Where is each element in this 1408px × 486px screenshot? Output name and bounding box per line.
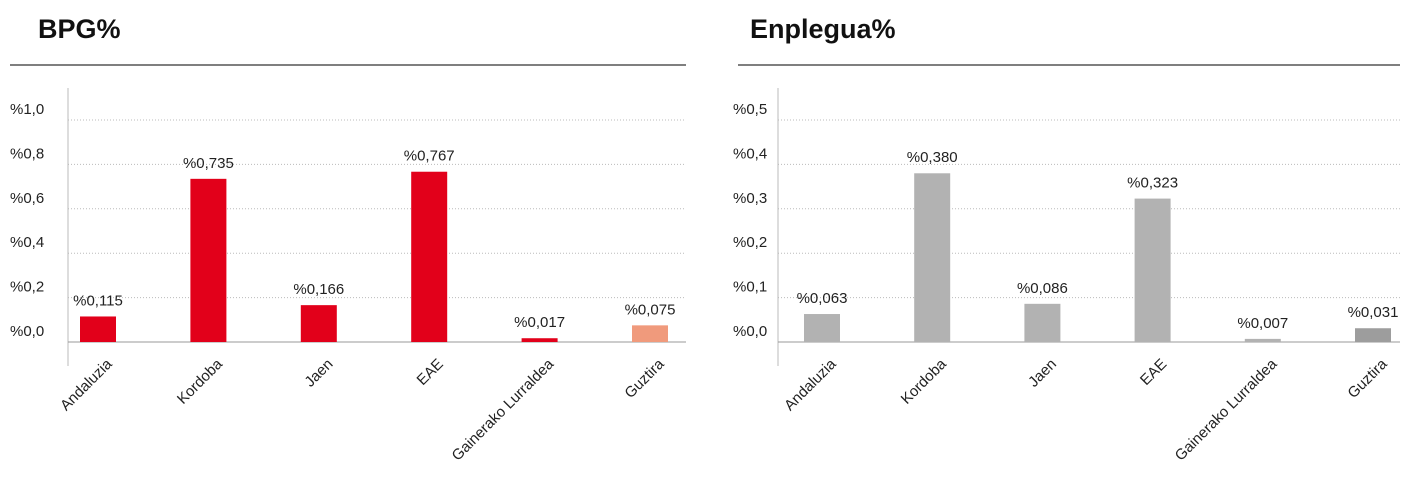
x-tick-label: Jaen [1025, 356, 1060, 391]
y-tick-label: %0,4 [733, 145, 767, 162]
value-label: %0,063 [797, 290, 848, 307]
x-tick-label: Guztira [1344, 355, 1391, 402]
bar [1244, 338, 1281, 342]
value-label: %0,323 [1127, 175, 1178, 192]
chart-title: Enplegua% [750, 14, 896, 44]
bar [1134, 198, 1171, 342]
bar [804, 314, 840, 342]
value-label: %0,380 [907, 149, 958, 166]
x-tick-label: Guztira [621, 355, 668, 402]
y-tick-label: %0,3 [733, 190, 767, 207]
y-tick-label: %0,8 [10, 145, 44, 162]
value-label: %0,166 [293, 281, 344, 298]
y-tick-label: %0,1 [733, 279, 767, 296]
bar [1355, 328, 1391, 342]
bar [1024, 303, 1061, 342]
x-tick-label: EAE [414, 356, 447, 389]
x-tick-label: EAE [1137, 356, 1170, 389]
bar [300, 305, 337, 342]
value-label: %0,115 [73, 292, 123, 309]
value-label: %0,075 [625, 301, 676, 318]
y-tick-label: %0,0 [10, 323, 44, 340]
y-tick-label: %0,4 [10, 234, 44, 251]
x-tick-label: Jaen [301, 356, 336, 391]
bar [914, 173, 951, 342]
x-tick-label: Kordoba [898, 355, 951, 408]
y-tick-label: %0,6 [10, 190, 44, 207]
x-tick-label: Andaluzia [781, 355, 840, 414]
chart-title: BPG% [38, 14, 121, 44]
value-label: %0,086 [1017, 280, 1068, 297]
bar [411, 171, 448, 342]
bar [80, 316, 116, 342]
value-label: %0,031 [1348, 304, 1399, 321]
bar [632, 325, 668, 342]
x-tick-label: Kordoba [174, 355, 227, 408]
bar [190, 178, 227, 342]
y-tick-label: %1,0 [10, 101, 44, 118]
bar [521, 338, 558, 342]
y-tick-label: %0,2 [10, 279, 44, 296]
y-tick-label: %0,2 [733, 234, 767, 251]
value-label: %0,007 [1237, 315, 1288, 332]
x-tick-label: Andaluzia [57, 355, 116, 414]
y-tick-label: %0,5 [733, 101, 767, 118]
value-label: %0,017 [514, 314, 565, 331]
x-tick-label: Gainerako Lurraldea [1172, 355, 1281, 464]
x-tick-label: Gainerako Lurraldea [449, 355, 558, 464]
value-label: %0,767 [404, 148, 455, 165]
value-label: %0,735 [183, 155, 234, 172]
y-tick-label: %0,0 [733, 323, 767, 340]
